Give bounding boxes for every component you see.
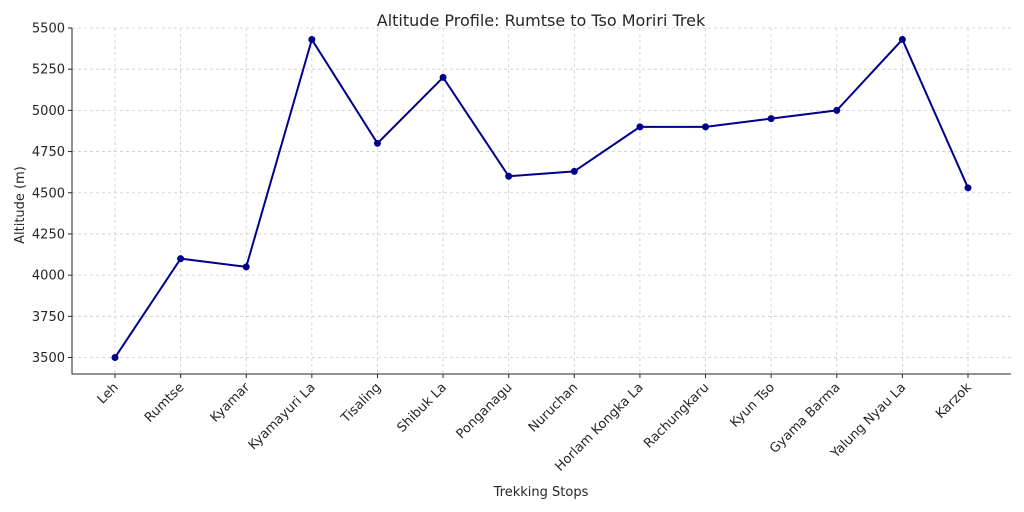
y-tick-label: 4500 [32, 186, 65, 201]
data-point [111, 354, 119, 362]
data-point [702, 123, 710, 131]
x-tick-label: Shibuk La [394, 380, 449, 435]
x-tick-label: Rachungkaru [641, 380, 712, 451]
x-tick-label: Kyun Tso [727, 380, 778, 431]
y-tick-label: 3500 [32, 351, 65, 366]
data-point [767, 115, 775, 123]
x-tick-label: Kyamar [208, 380, 254, 426]
y-tick-label: 5250 [32, 63, 65, 78]
y-tick-label: 3750 [32, 310, 65, 325]
y-axis-ticks: 3500 3750 4000 4250 4500 4750 5000 5250 5500 [32, 22, 72, 366]
x-tick-label: Rumtse [142, 380, 187, 425]
x-tick-label: Tisaling [338, 380, 384, 426]
x-tick-label: Leh [95, 380, 122, 407]
data-point [308, 36, 316, 44]
x-tick-label: Gyama Barma [767, 380, 843, 456]
y-axis-label: Altitude (m) [13, 166, 28, 244]
series-line [114, 38, 969, 359]
data-point [898, 36, 906, 44]
data-point [964, 184, 972, 192]
x-tick-label: Kyamayuri La [246, 380, 319, 453]
x-tick-label: Ponganagu [454, 380, 516, 442]
y-tick-label: 5000 [32, 104, 65, 119]
y-tick-label: 4000 [32, 269, 65, 284]
data-point [439, 73, 447, 81]
chart-title: Altitude Profile: Rumtse to Tso Moriri T… [377, 11, 706, 30]
x-tick-label: Karzok [933, 380, 975, 422]
data-point [833, 106, 841, 114]
series-layer [111, 36, 972, 362]
x-axis-label: Trekking Stops [493, 485, 589, 500]
data-point [570, 167, 578, 175]
axis-spines [71, 28, 1011, 375]
data-point [242, 263, 250, 271]
x-tick-label: Nuruchan [526, 380, 581, 435]
data-point [636, 123, 644, 131]
grid-lines [72, 27, 1011, 374]
y-tick-label: 4750 [32, 145, 65, 160]
data-point [373, 139, 381, 147]
data-point [505, 172, 513, 180]
y-tick-label: 5500 [32, 22, 65, 37]
data-point [177, 255, 185, 263]
y-tick-label: 4250 [32, 227, 65, 242]
axes [71, 28, 1011, 375]
